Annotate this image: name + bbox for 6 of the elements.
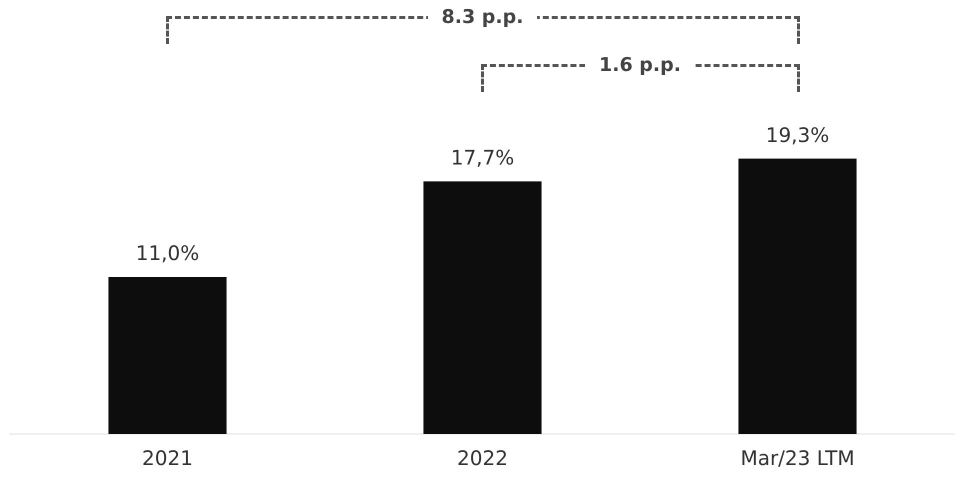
x-tick-label: 2022 [457, 446, 508, 470]
data-label: 19,3% [766, 122, 830, 147]
data-label: 11,0% [136, 241, 200, 266]
x-tick-label: 2021 [142, 446, 193, 470]
data-label: 17,7% [450, 146, 514, 170]
x-tick-label: Mar/23 LTM [740, 446, 855, 470]
